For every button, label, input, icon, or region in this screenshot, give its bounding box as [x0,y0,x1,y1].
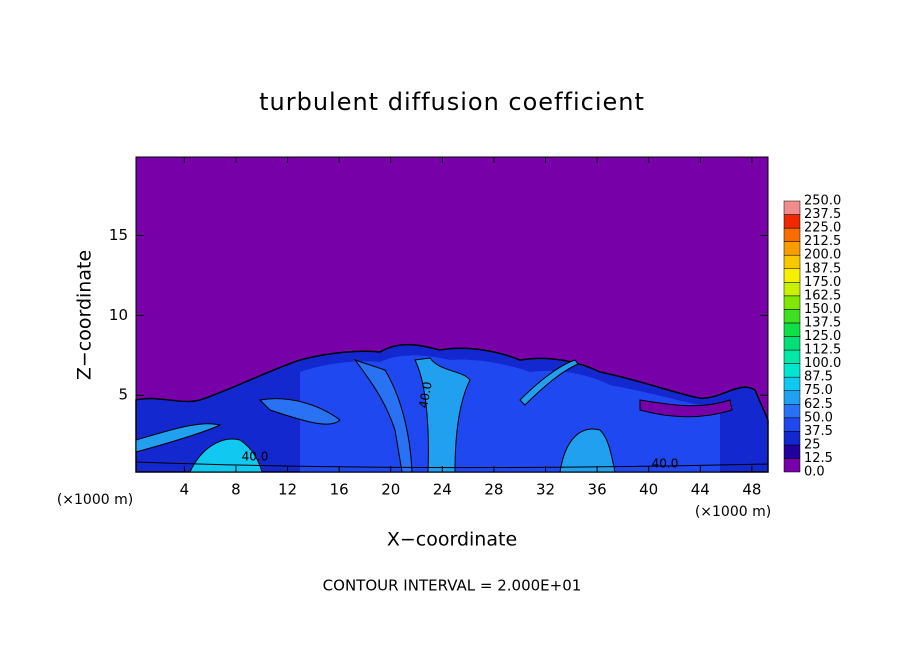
x-tick-label: 8 [231,481,241,499]
x-axis-label: X−coordinate [387,529,517,551]
colorbar-label: 225.0 [804,221,841,236]
colorbar-box [783,254,801,269]
colorbar-label: 50.0 [804,410,833,425]
field-region [519,359,579,406]
colorbar-label: 150.0 [804,302,841,317]
x-tick-label: 4 [180,481,190,499]
x-tick-label: 48 [742,481,761,499]
field-region [414,357,471,473]
colorbar-label: 212.5 [804,234,841,249]
colorbar-box [783,458,801,473]
field-region [258,398,341,425]
field-region [189,438,263,473]
colorbar-box [783,404,801,419]
colorbar-label: 162.5 [804,288,841,303]
x-unit-label: (×1000 m) [695,504,771,520]
colorbar-label: 175.0 [804,275,841,290]
colorbar-label: 125.0 [804,329,841,344]
y-axis-label: Z−coordinate [74,250,96,380]
x-tick-label: 44 [691,481,710,499]
field-region [639,399,733,418]
colorbar-box [783,214,801,229]
colorbar-label: 87.5 [804,370,833,385]
colorbar-box [783,363,801,378]
y-tick-label: 10 [109,306,128,324]
colorbar-box [783,295,801,310]
colorbar-label: 100.0 [804,356,841,371]
contour-line [135,461,769,469]
field [135,157,769,473]
contour-label: 40.0 [416,381,434,410]
x-tick-label: 16 [330,481,349,499]
colorbar-label: 62.5 [804,397,833,412]
colorbar-box [783,200,801,215]
colorbar-box [783,282,801,297]
colorbar-box [783,309,801,324]
colorbar-label: 0.0 [804,465,825,480]
colorbar-box [783,349,801,364]
contour-label: 40.0 [652,457,679,471]
colorbar-label: 12.5 [804,451,833,466]
x-tick-label: 24 [433,481,452,499]
colorbar-label: 187.5 [804,261,841,276]
x-tick-label: 28 [484,481,503,499]
colorbar-box [783,268,801,283]
x-tick-label: 32 [536,481,555,499]
chart-title: turbulent diffusion coefficient [259,88,645,116]
colorbar-box [783,227,801,242]
x-tick-label: 40 [639,481,658,499]
x-tick-label: 20 [381,481,400,499]
x-tick-label: 36 [588,481,607,499]
colorbar-box [783,417,801,432]
colorbar-box [783,322,801,337]
colorbar-box [783,431,801,446]
colorbar-label: 237.5 [804,207,841,222]
x-tick-label: 12 [278,481,297,499]
colorbar-box [783,336,801,351]
colorbar-label: 250.0 [804,194,841,209]
colorbar-box [783,241,801,256]
colorbar-label: 25 [804,437,821,452]
colorbar-label: 200.0 [804,248,841,263]
y-tick-label: 15 [109,226,128,244]
annotation: CONTOUR INTERVAL = 2.000E+01 [323,577,582,595]
y-tick-label: 5 [118,386,128,404]
x-unit-label: (×1000 m) [57,492,133,508]
field-region [135,423,222,453]
colorbar-label: 37.5 [804,424,833,439]
colorbar-label: 75.0 [804,383,833,398]
colorbar-box [783,390,801,405]
colorbar-label: 137.5 [804,315,841,330]
colorbar-box [783,376,801,391]
plot-frame [135,156,769,473]
colorbar-label: 112.5 [804,343,841,358]
field-region [559,428,616,473]
colorbar-box [783,444,801,459]
contour-label: 40.0 [242,450,269,464]
